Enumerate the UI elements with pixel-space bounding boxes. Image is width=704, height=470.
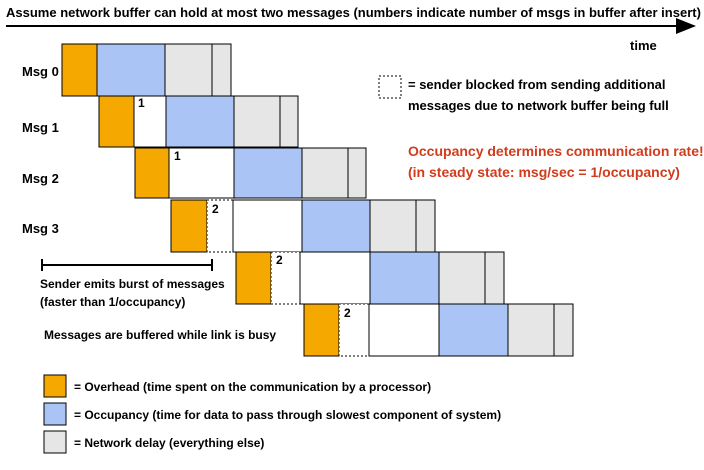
msg-4-overhead-segment-0 (235, 251, 272, 305)
buffer-count-msg-3: 2 (212, 202, 219, 216)
burst-annotation-line1: Sender emits burst of messages (40, 277, 225, 291)
msg-5-occupancy-segment-3 (438, 303, 509, 357)
msg-4-network-delay-segment-4 (438, 251, 486, 305)
blocked-legend-line1: = sender blocked from sending additional (408, 77, 666, 92)
msg-5-overhead-segment-0 (303, 303, 340, 357)
blocked-legend-line2: messages due to network buffer being ful… (408, 98, 669, 113)
blocked-legend-swatch (378, 75, 402, 99)
overhead-legend-swatch (43, 374, 67, 398)
msg-2-label: Msg 2 (22, 171, 59, 186)
msg-4-network-delay-segment-5 (484, 251, 505, 305)
msg-0-occupancy-segment-1 (96, 43, 166, 97)
buffer-count-msg-2: 1 (174, 149, 181, 163)
msg-5-blocked-segment-2 (368, 303, 440, 357)
msg-0-network-delay-segment-2 (164, 43, 213, 97)
occupancy-legend-label: = Occupancy (time for data to pass throu… (74, 408, 501, 422)
overhead-legend-label: = Overhead (time spent on the communicat… (74, 380, 431, 394)
occupancy-highlight-line2: (in steady state: msg/sec = 1/occupancy) (408, 164, 680, 180)
buffer-count-msg-5: 2 (344, 306, 351, 320)
msg-0-label: Msg 0 (22, 64, 59, 79)
occupancy-legend-swatch (43, 402, 67, 426)
network-delay-legend-label: = Network delay (everything else) (74, 436, 264, 450)
msg-4-occupancy-segment-3 (369, 251, 440, 305)
msg-1-network-delay-segment-3 (233, 95, 281, 148)
buffer-count-msg-4: 2 (276, 253, 283, 267)
msg-2-occupancy-segment-2 (233, 147, 303, 199)
msg-2-blocked-segment-1 (168, 147, 235, 199)
msg-3-blocked-wait-segment-1 (206, 199, 234, 253)
msg-3-occupancy-segment-3 (301, 199, 371, 253)
time-axis-label: time (630, 38, 657, 53)
msg-3-network-delay-segment-4 (369, 199, 417, 253)
msg-3-label: Msg 3 (22, 221, 59, 236)
msg-0-network-delay-segment-3 (211, 43, 232, 97)
msg-1-label: Msg 1 (22, 120, 59, 135)
msg-0-overhead-segment-0 (61, 43, 98, 97)
msg-1-occupancy-segment-2 (165, 95, 235, 148)
msg-2-network-delay-segment-3 (301, 147, 349, 199)
network-delay-legend-swatch (43, 430, 67, 454)
message-timelines (61, 43, 574, 357)
buffered-annotation: Messages are buffered while link is busy (44, 328, 276, 342)
occupancy-highlight-line1: Occupancy determines communication rate! (408, 143, 704, 159)
msg-1-overhead-segment-0 (98, 95, 135, 148)
msg-4-blocked-wait-segment-1 (270, 251, 301, 305)
msg-5-network-delay-segment-4 (507, 303, 555, 357)
msg-2-network-delay-segment-4 (347, 147, 367, 199)
buffer-count-msg-1: 1 (138, 96, 145, 110)
msg-2-overhead-segment-0 (134, 147, 170, 199)
msg-5-network-delay-segment-5 (553, 303, 574, 357)
msg-4-blocked-segment-2 (299, 251, 371, 305)
msg-3-blocked-segment-2 (232, 199, 303, 253)
diagram-title: Assume network buffer can hold at most t… (6, 5, 701, 20)
msg-3-network-delay-segment-5 (415, 199, 436, 253)
msg-3-overhead-segment-0 (170, 199, 208, 253)
msg-1-network-delay-segment-4 (279, 95, 299, 148)
burst-annotation-line2: (faster than 1/occupancy) (40, 295, 185, 309)
